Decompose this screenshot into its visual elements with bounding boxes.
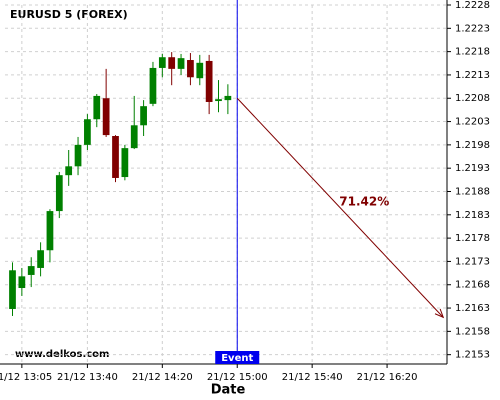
y-tick-label: 1.2163 bbox=[455, 303, 490, 314]
candle-body bbox=[112, 136, 119, 178]
x-tick-label: 21/12 16:20 bbox=[357, 372, 418, 383]
y-tick-label: 1.2218 bbox=[455, 47, 490, 58]
y-tick-label: 1.2183 bbox=[455, 210, 490, 221]
y-tick-label: 1.2223 bbox=[455, 23, 490, 34]
x-tick-label: 21/12 13:40 bbox=[57, 372, 118, 383]
candle-body bbox=[102, 98, 110, 136]
candle-body bbox=[37, 250, 44, 268]
prediction-arrow bbox=[236, 97, 444, 318]
candle-body bbox=[187, 60, 194, 78]
y-tick-label: 1.2208 bbox=[455, 93, 490, 104]
candle-body bbox=[140, 106, 147, 126]
y-tick-label: 1.2168 bbox=[455, 280, 490, 291]
candle-body bbox=[18, 276, 26, 289]
candle-body bbox=[65, 166, 73, 176]
candle-body bbox=[205, 60, 213, 102]
event-box bbox=[215, 351, 260, 364]
y-tick-label: 1.2153 bbox=[455, 350, 490, 361]
candle-body bbox=[177, 58, 185, 69]
candle-body bbox=[121, 148, 129, 178]
y-tick-label: 1.2193 bbox=[455, 163, 490, 174]
candle-body bbox=[149, 67, 157, 104]
x-tick-label: 21/12 15:40 bbox=[282, 372, 343, 383]
candle-body bbox=[168, 57, 176, 69]
y-tick-label: 1.2178 bbox=[455, 233, 490, 244]
candle-body bbox=[224, 95, 232, 101]
y-tick-label: 1.2228 bbox=[455, 0, 490, 11]
x-tick-label: 21/12 14:20 bbox=[132, 372, 193, 383]
candle-body bbox=[55, 175, 63, 212]
candle-body bbox=[196, 62, 204, 79]
y-tick-label: 1.2213 bbox=[455, 70, 490, 81]
y-tick-label: 1.2188 bbox=[455, 186, 490, 197]
prediction-label: 71.42% bbox=[339, 194, 389, 208]
event-label: Event bbox=[221, 353, 253, 364]
candle-body bbox=[46, 211, 54, 251]
y-tick-label: 1.2158 bbox=[455, 326, 490, 337]
y-tick-label: 1.2173 bbox=[455, 256, 490, 267]
candle-body bbox=[74, 144, 82, 167]
candle-body bbox=[27, 266, 35, 275]
chart-title: EURUSD 5 (FOREX) bbox=[10, 8, 128, 21]
candle-body bbox=[130, 125, 138, 149]
arrow-head bbox=[434, 308, 445, 319]
x-tick-label: 21/12 15:00 bbox=[207, 372, 268, 383]
candle-body bbox=[93, 95, 101, 120]
y-tick-label: 1.2198 bbox=[455, 140, 490, 151]
candle-body bbox=[158, 57, 166, 68]
watermark: www.delkos.com bbox=[15, 349, 109, 360]
candle-body bbox=[84, 119, 91, 145]
x-tick-label: 21/12 13:05 bbox=[0, 372, 52, 383]
candle-body bbox=[9, 270, 16, 309]
x-axis-label: Date bbox=[211, 383, 246, 398]
candle-body bbox=[215, 99, 222, 102]
y-tick-label: 1.2203 bbox=[455, 117, 490, 128]
